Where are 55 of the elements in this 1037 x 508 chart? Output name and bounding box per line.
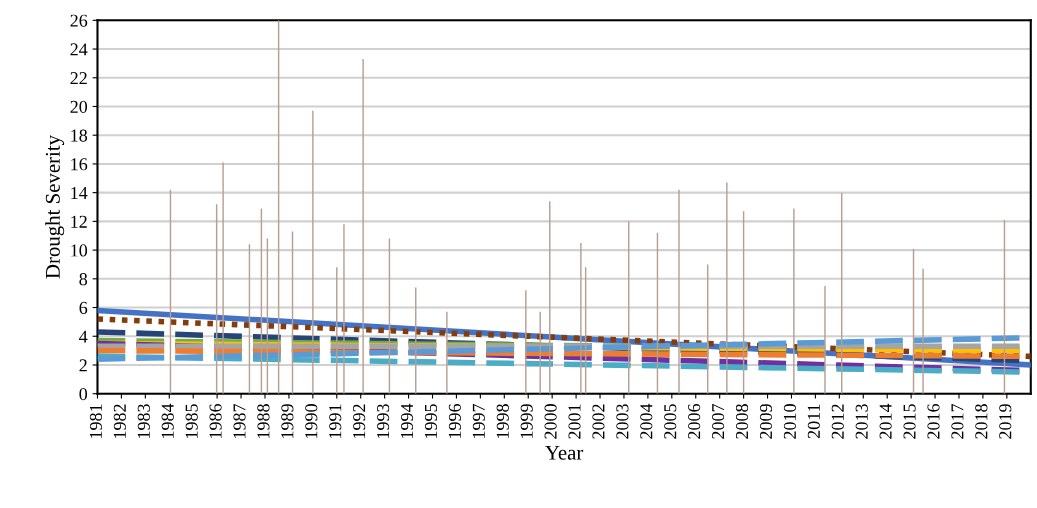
x-tick-label: 2016: [927, 403, 940, 439]
x-tick-label: 2015: [903, 404, 916, 439]
x-tick-label: 2011: [807, 404, 820, 439]
y-tick-label: 16: [71, 158, 88, 171]
x-tick-label: 1982: [113, 404, 126, 438]
x-tick-label: 1988: [257, 404, 270, 438]
x-tick-label: 2017: [951, 403, 964, 439]
x-tick-label: 1994: [400, 403, 414, 438]
y-axis-title: Drought Severity: [45, 135, 65, 279]
x-tick-label: 2010: [783, 404, 796, 439]
y-tick-label: 14: [71, 186, 88, 199]
x-tick-label: 2001: [568, 404, 581, 439]
y-tick-label: 18: [71, 129, 88, 142]
x-tick-label: 1998: [496, 404, 509, 438]
x-tick-label: 1990: [305, 404, 318, 438]
x-tick-label: 1981: [89, 404, 102, 438]
x-tick-label: 1986: [209, 403, 222, 438]
y-tick-label: 8: [79, 273, 88, 286]
x-tick-label: 2019: [999, 404, 1012, 439]
y-tick-label: 12: [71, 215, 87, 228]
x-tick-label: 1993: [377, 404, 390, 438]
x-tick-label: 2014: [879, 403, 892, 439]
x-tick-label: 2012: [831, 404, 844, 439]
x-tick-label: 2002: [592, 404, 605, 439]
x-tick-label: 2008: [735, 404, 749, 439]
x-tick-label: 2005: [664, 404, 677, 439]
x-tick-label: 2009: [759, 404, 773, 439]
x-tick-label: 1996: [448, 403, 461, 438]
y-tick-label: 22: [70, 72, 87, 85]
y-tick-label: 10: [71, 244, 88, 257]
x-tick-label: 1992: [353, 404, 366, 438]
x-tick-label: 1995: [424, 404, 438, 438]
x-tick-label: 1999: [520, 404, 533, 438]
x-tick-label: 2003: [616, 404, 629, 439]
x-tick-label: 2018: [975, 404, 988, 439]
x-tick-label: 2006: [688, 403, 701, 439]
x-tick-label: 1985: [185, 404, 198, 438]
x-tick-label: 1984: [161, 403, 174, 438]
y-tick-label: 0: [79, 387, 88, 401]
y-tick-label: 2: [79, 359, 87, 372]
x-tick-label: 2004: [640, 403, 653, 439]
x-tick-label: 1989: [281, 404, 294, 438]
x-tick-label: 2007: [712, 403, 725, 439]
y-tick-label: 24: [70, 43, 88, 56]
y-tick-label: 6: [79, 301, 88, 314]
x-tick-label: 2000: [544, 404, 557, 439]
x-tick-label: 1987: [233, 403, 246, 438]
x-tick-label: 1983: [137, 404, 150, 438]
y-tick-label: 20: [70, 100, 88, 113]
y-tick-label: 26: [70, 14, 88, 27]
x-tick-label: 2013: [855, 404, 868, 439]
x-tick-label: 1991: [329, 404, 342, 438]
y-tick-label: 4: [79, 330, 88, 343]
x-tick-label: 1997: [472, 403, 485, 438]
x-axis-title: Year: [545, 445, 584, 460]
